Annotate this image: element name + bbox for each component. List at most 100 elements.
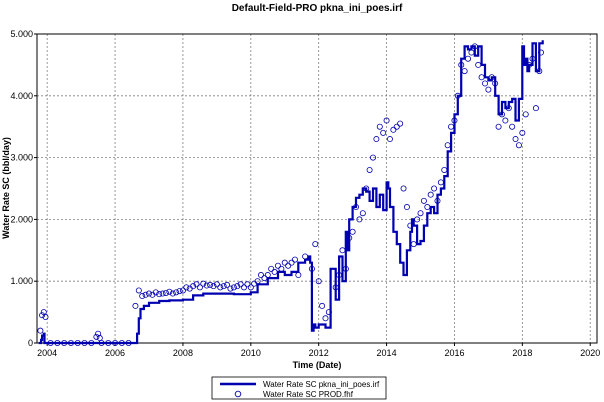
y-axis-label: Water Rate SC (bbl/day) [1,137,11,239]
history-data-point [448,123,455,130]
legend-label-simulation: Water Rate SC pkna_ini_poes.irf [263,380,380,389]
history-data-point [224,281,231,288]
history-data-point [42,314,49,321]
history-data-point [247,284,254,291]
history-data-point [295,272,302,279]
history-data-point [512,136,519,143]
history-data-point [135,287,142,294]
history-data-point [437,179,444,186]
x-tick-label: 2006 [105,348,125,358]
history-data-point [519,129,526,136]
history-data-point [132,302,139,309]
history-data-point [349,228,356,235]
legend-label-history: Water Rate SC PROD.fhf [263,390,354,399]
history-data-point [478,74,485,81]
history-data-point [376,123,383,130]
history-data-point [431,185,438,192]
x-axis-ticks: 2004 2006 2008 2010 2012 2014 2016 2018 2020 [37,343,600,358]
history-data-point [444,142,451,149]
y-tick-label: 2.000 [10,214,33,224]
history-data-point [339,247,346,254]
history-data-point [217,284,224,291]
y-tick-label: 1.000 [10,276,33,286]
history-data-point [268,265,275,272]
history-data-point [509,123,516,130]
history-data-point [227,285,234,292]
grid [37,34,597,343]
history-data-point [40,309,47,316]
history-data-point [397,120,404,127]
history-data-point [393,123,400,130]
history-data-point [424,204,431,211]
history-data-point [366,166,373,173]
history-data-point [312,241,319,248]
legend-box [211,376,387,400]
history-data-point [288,259,295,266]
history-data-point [183,284,190,291]
history-data-point [142,291,149,298]
legend-marker-swatch [234,390,242,398]
x-tick-label: 2016 [444,348,464,358]
history-data-point [39,312,46,319]
x-tick-label: 2012 [309,348,329,358]
history-data-point [93,333,100,340]
history-data-point [475,61,482,68]
history-data-point [285,262,292,269]
history-data-point [169,290,176,297]
x-tick-label: 2008 [173,348,193,358]
history-data-point [403,204,410,211]
history-data-point [461,68,468,75]
history-data-point [173,289,180,296]
history-data-point [319,302,326,309]
history-data-point [356,216,363,223]
x-axis-label: Time (Date) [293,360,342,370]
x-tick-label: 2020 [580,348,600,358]
series-layer [37,40,545,346]
history-data-point [383,117,390,124]
history-data-point [274,262,281,269]
history-data-point [532,105,539,112]
history-data-point [410,241,417,248]
history-data-point [380,129,387,136]
history-data-point [468,49,475,56]
history-data-point [281,259,288,266]
history-data-point [495,123,502,130]
history-data-point [427,191,434,198]
x-tick-label: 2010 [241,348,261,358]
history-data-point [515,142,522,149]
history-data-point [234,283,241,290]
chart-title: Default-Field-PRO pkna_ini_poes.irf [232,3,403,14]
history-data-point [139,293,146,300]
history-data-point [37,327,44,334]
y-tick-label: 0 [28,338,33,348]
history-data-point [213,281,220,288]
history-data-point [230,284,237,291]
history-data-point [465,55,472,62]
x-tick-label: 2004 [37,348,57,358]
history-data-point [369,154,376,161]
history-data-point [278,265,285,272]
history-data-point [400,185,407,192]
history-data-point [156,291,163,298]
plot-frame [36,33,598,344]
history-data-point [179,287,186,294]
history-data-point [271,268,278,275]
history-data-point [190,283,197,290]
history-data-point [257,272,264,279]
history-data-point [485,86,492,93]
y-tick-label: 5.000 [10,29,33,39]
history-data-point [166,288,173,295]
history-data-point [386,136,393,143]
history-data-point [210,283,217,290]
x-tick-label: 2018 [512,348,532,358]
history-data-point [359,210,366,217]
y-axis-ticks: 0 1.000 2.000 3.000 4.000 5.000 [10,29,37,348]
history-data-point [420,197,427,204]
history-data-point [145,290,152,297]
history-data-point [481,80,488,87]
simulation-series-line [38,40,544,345]
history-data-point [261,275,268,282]
history-data-point [502,117,509,124]
history-data-point [220,283,227,290]
